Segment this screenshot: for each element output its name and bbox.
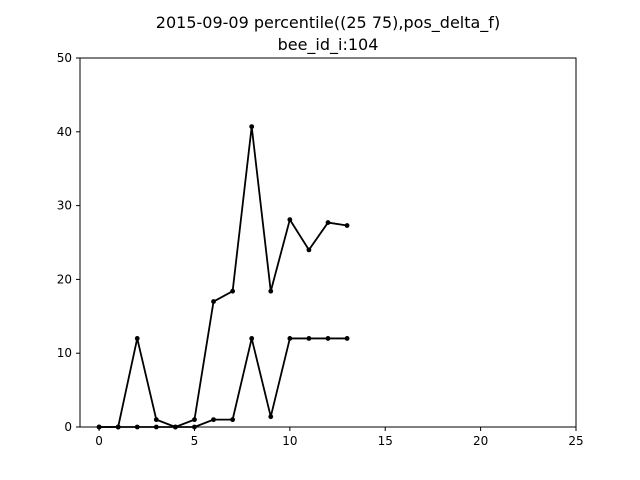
chart-title: 2015-09-09 percentile((25 75),pos_delta_… — [156, 13, 500, 33]
data-point — [230, 417, 236, 423]
data-point — [96, 424, 102, 430]
data-point — [287, 217, 293, 223]
data-point — [192, 424, 197, 430]
y-tick-label: 10 — [57, 346, 72, 360]
series-line-2 — [99, 337, 348, 428]
y-tick-label: 20 — [57, 272, 72, 286]
y-tick-label: 40 — [57, 125, 72, 139]
data-point — [344, 223, 350, 228]
data-point — [230, 288, 236, 294]
data-point — [153, 417, 159, 423]
x-tick-label: 5 — [191, 434, 199, 448]
series-line-1 — [99, 125, 348, 428]
data-point — [211, 299, 216, 304]
y-tick-label: 50 — [57, 51, 72, 65]
x-tick-label: 10 — [282, 434, 297, 448]
data-point — [211, 417, 216, 423]
data-point — [344, 336, 350, 341]
data-point — [325, 336, 331, 341]
data-point — [306, 336, 312, 341]
data-point — [268, 288, 274, 294]
data-point — [249, 336, 255, 341]
y-tick-label: 0 — [64, 420, 72, 434]
y-axis: 0 10 20 30 40 50 — [57, 51, 80, 434]
x-tick-label: 0 — [95, 434, 103, 448]
data-point — [287, 336, 293, 341]
x-tick-label: 15 — [378, 434, 393, 448]
data-point — [325, 220, 331, 225]
data-point — [134, 336, 140, 341]
data-point — [153, 424, 159, 430]
data-point — [192, 417, 197, 423]
data-point — [172, 424, 178, 430]
data-point — [249, 124, 255, 130]
x-tick-label: 25 — [568, 434, 583, 448]
x-tick-label: 20 — [473, 434, 488, 448]
chart-subtitle: bee_id_i:104 — [278, 35, 379, 55]
series-layer — [96, 124, 350, 430]
data-point — [268, 414, 274, 420]
data-point — [134, 424, 140, 430]
plot-area-frame — [79, 57, 577, 428]
y-tick-label: 30 — [57, 199, 72, 213]
data-point — [306, 247, 312, 253]
x-axis: 0 5 10 15 20 25 — [95, 427, 584, 448]
data-point — [115, 424, 121, 430]
